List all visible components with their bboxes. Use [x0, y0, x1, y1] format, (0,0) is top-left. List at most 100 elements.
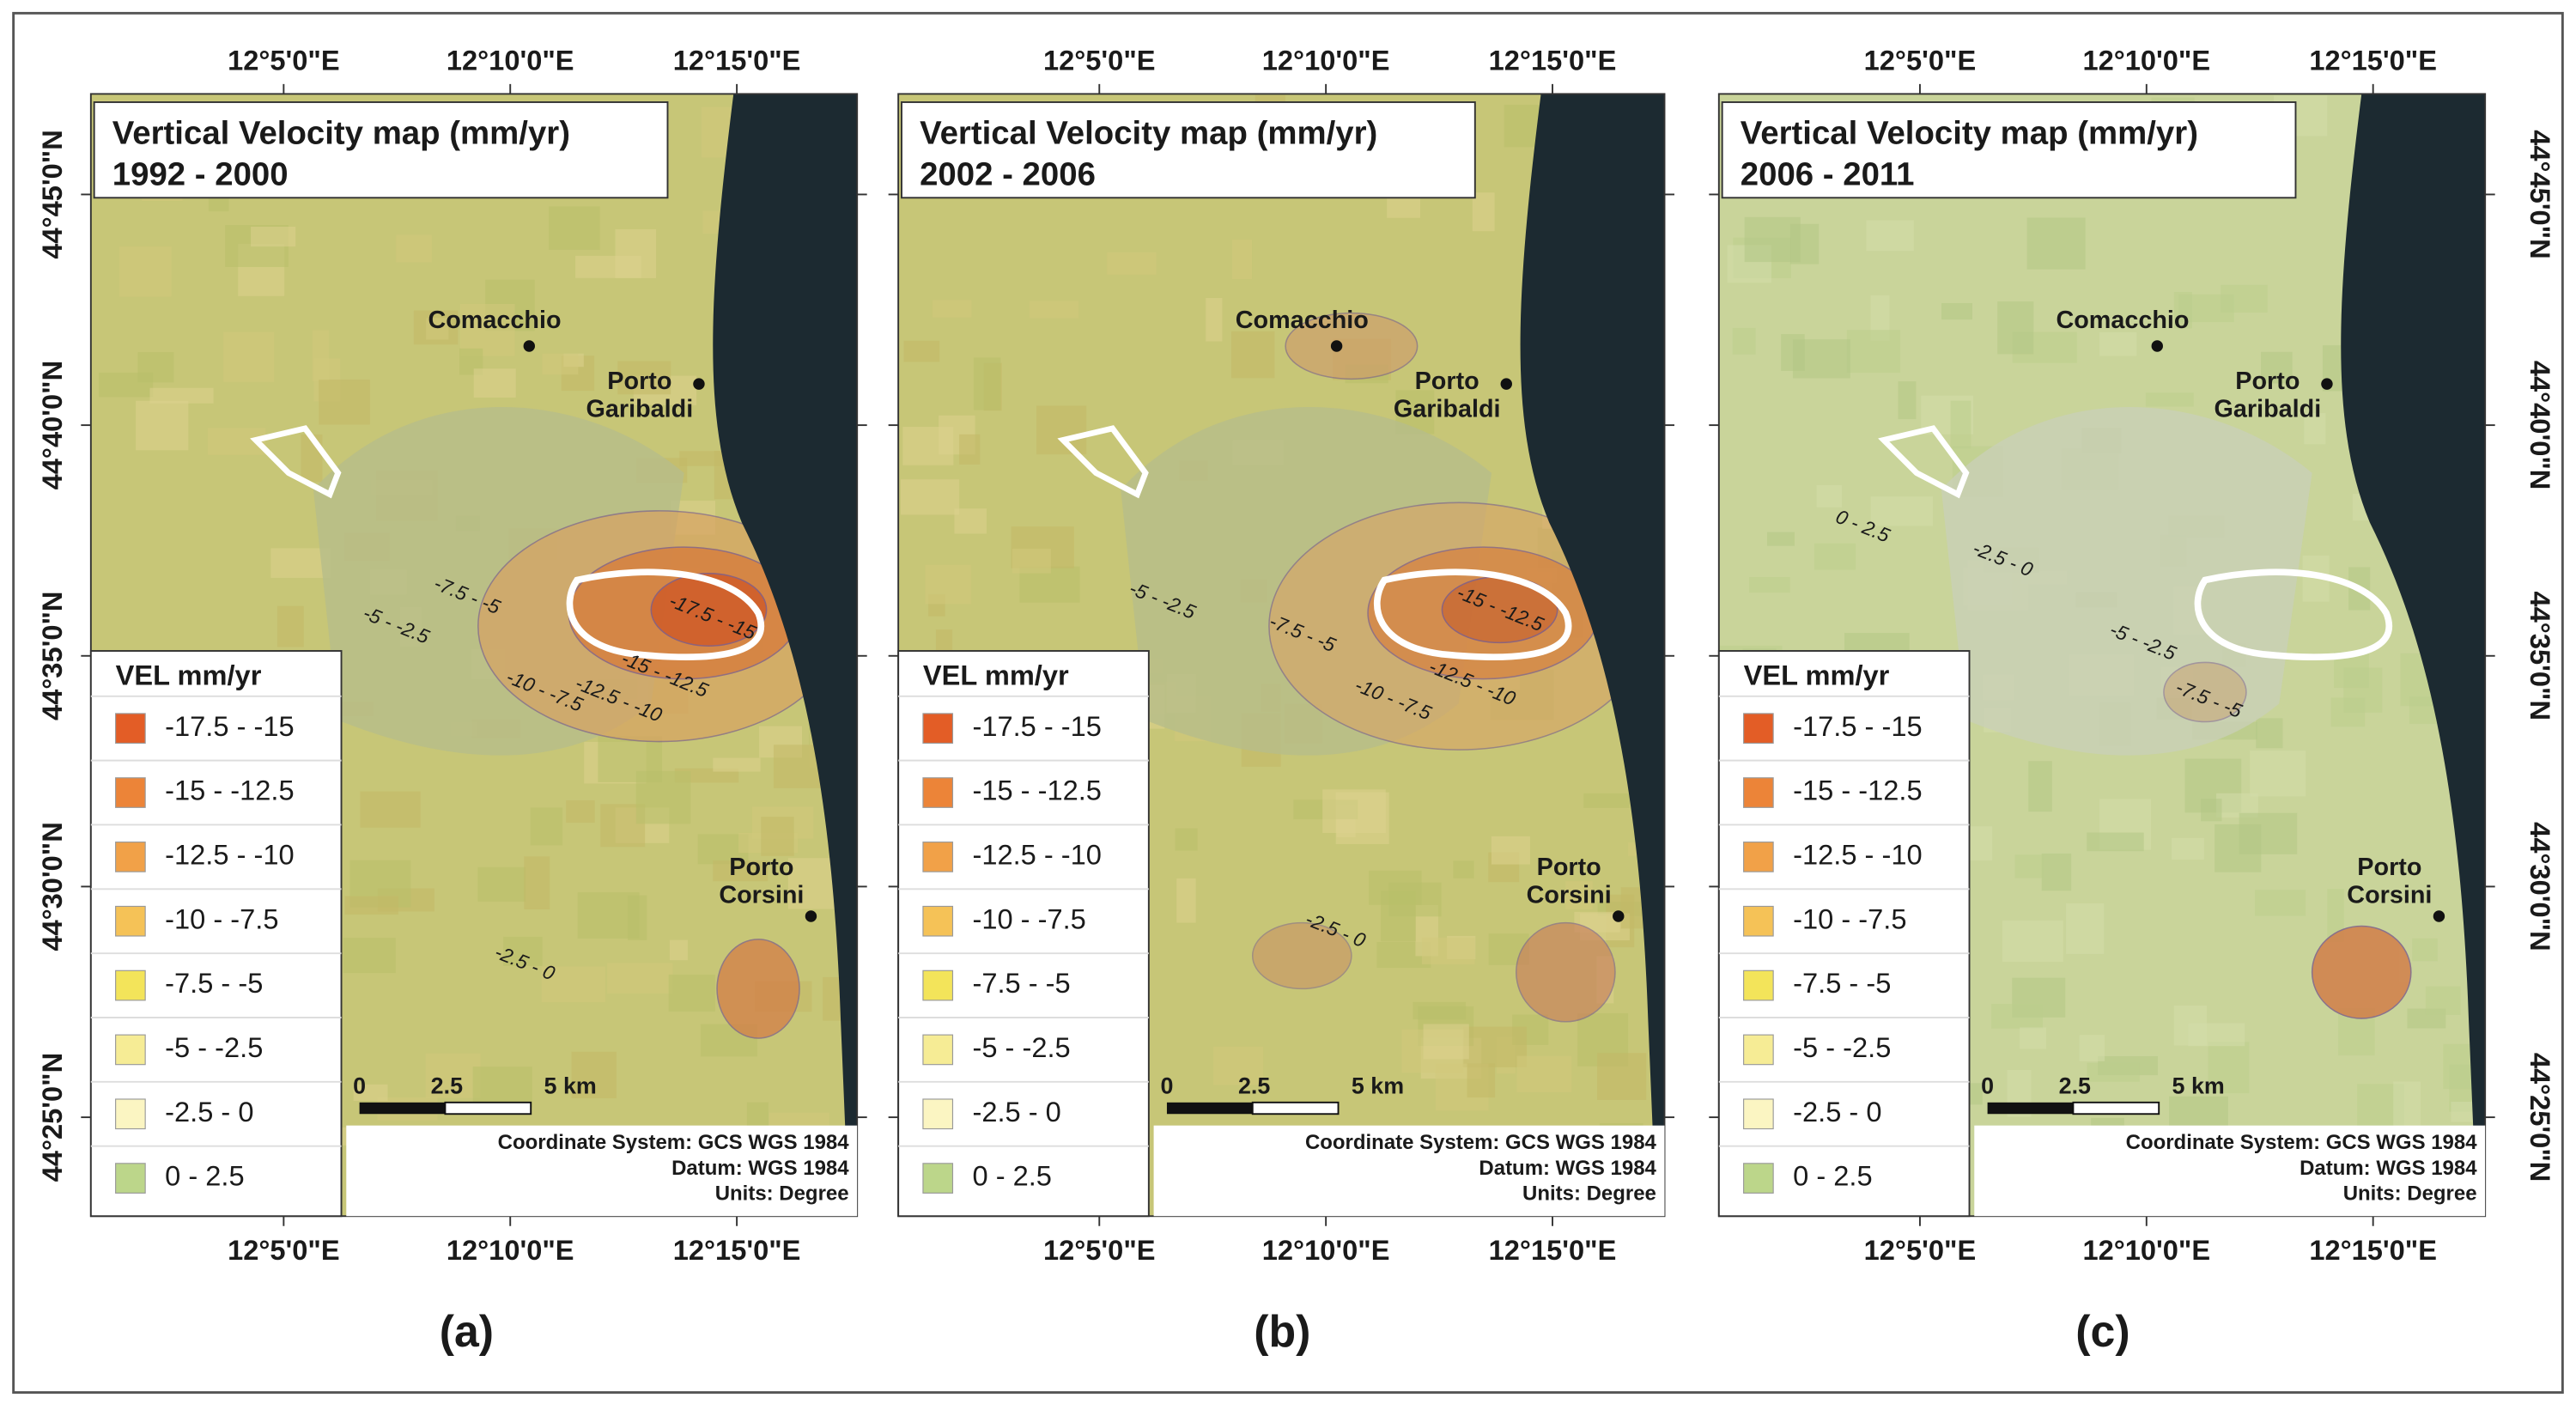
field: [2208, 1042, 2250, 1094]
legend-label: -2.5 - 0: [973, 1096, 1061, 1127]
field: [276, 605, 304, 647]
field: [2079, 1035, 2105, 1061]
place-dot: [1500, 378, 1512, 390]
legend-label: -7.5 - -5: [973, 967, 1071, 999]
legend-swatch: [922, 1098, 954, 1130]
legend-swatch: [1743, 777, 1774, 808]
field: [1036, 405, 1087, 455]
legend-swatch: [922, 777, 954, 808]
field: [959, 434, 981, 465]
legend-label: -17.5 - -15: [973, 710, 1102, 742]
field: [1816, 484, 1843, 508]
outline: [566, 568, 765, 660]
place-label: Garibaldi: [586, 395, 694, 422]
sea: [2341, 94, 2486, 1217]
field: [1176, 878, 1196, 923]
field: [932, 300, 972, 318]
field: [900, 479, 960, 515]
title-box: [93, 101, 669, 199]
panel-caption: (c): [2075, 1306, 2129, 1356]
legend-label: -12.5 - -10: [1793, 838, 1922, 870]
field: [2215, 824, 2262, 872]
scale-bar-white: [444, 1101, 532, 1115]
legend-label: -15 - -12.5: [1793, 775, 1922, 806]
field: [477, 866, 526, 902]
place-label: Porto: [2235, 368, 2300, 395]
longitude-label: 12°15'0"E: [2309, 45, 2437, 76]
legend-label: 0 - 2.5: [973, 1160, 1052, 1192]
longitude-label: 12°5'0"E: [1043, 1234, 1156, 1266]
legend-swatch: [1743, 713, 1774, 745]
scale-label: 2.5: [1238, 1073, 1270, 1099]
field: [472, 1067, 532, 1108]
map-period: 1992 - 2000: [112, 155, 289, 192]
place-label: Corsini: [2347, 882, 2432, 909]
coordinate-info: Coordinate System: GCS WGS 1984: [1305, 1131, 1657, 1154]
legend-swatch: [922, 842, 954, 872]
title-box: [1721, 101, 2297, 199]
field: [1732, 327, 1756, 355]
coordinate-info: Units: Degree: [2343, 1182, 2477, 1206]
field: [1898, 381, 1917, 420]
coordinate-info: Datum: WGS 1984: [1479, 1157, 1656, 1180]
place-label: Porto: [2357, 854, 2421, 881]
legend-swatch: [922, 905, 954, 937]
place-label: Garibaldi: [1394, 395, 1501, 422]
field: [2014, 854, 2044, 878]
scale-bar-white: [2072, 1101, 2160, 1115]
field: [669, 939, 688, 961]
field: [1781, 334, 1805, 371]
field: [2451, 1101, 2479, 1122]
outline: [1878, 425, 1970, 499]
field: [1206, 298, 1223, 342]
field: [1423, 1024, 1469, 1060]
latitude-label: 44°30'0"N: [36, 822, 68, 951]
coordinate-box: [1974, 1125, 2486, 1217]
longitude-label: 12°10'0"E: [447, 45, 574, 76]
latitude-label: 44°40'0"N: [36, 361, 68, 489]
longitude-label: 12°5'0"E: [228, 45, 340, 76]
field: [773, 745, 822, 788]
subsidence-area: [716, 939, 800, 1039]
outline: [1374, 568, 1572, 660]
map-period: 2006 - 2011: [1741, 155, 1915, 192]
field: [1767, 532, 1795, 546]
field: [2087, 1062, 2140, 1082]
place-dot: [523, 340, 536, 352]
field: [343, 938, 396, 974]
longitude-label: 12°10'0"E: [1262, 45, 1390, 76]
subsidence-area: [2163, 661, 2247, 723]
map-title: Vertical Velocity map (mm/yr): [112, 114, 570, 151]
field: [426, 318, 449, 340]
place-dot: [1330, 340, 1343, 352]
field: [1472, 192, 1495, 232]
longitude-label: 12°10'0"E: [447, 1234, 574, 1266]
field: [674, 768, 739, 783]
field: [2304, 413, 2326, 445]
legend-swatch: [922, 969, 954, 1001]
place-label: Corsini: [1527, 882, 1612, 909]
field: [2250, 751, 2306, 797]
field: [1565, 881, 1593, 909]
field: [2327, 889, 2344, 942]
scale-bar-white: [1251, 1101, 1340, 1115]
legend-swatch: [922, 713, 954, 745]
field: [668, 974, 715, 1012]
field: [635, 770, 691, 824]
field: [2201, 799, 2222, 822]
scale-label: 2.5: [2059, 1073, 2091, 1099]
outline: [1057, 425, 1149, 499]
field: [530, 807, 563, 846]
field: [396, 234, 432, 263]
field: [713, 757, 761, 772]
field: [925, 564, 971, 605]
field: [1462, 1026, 1528, 1067]
map-title: Vertical Velocity map (mm/yr): [920, 114, 1377, 151]
longitude-label: 12°5'0"E: [1864, 1234, 1977, 1266]
scale-label: 0: [1981, 1073, 1994, 1099]
field: [149, 387, 214, 404]
field: [1516, 1055, 1572, 1092]
longitude-label: 12°15'0"E: [2309, 1234, 2437, 1266]
field: [1322, 789, 1386, 833]
latitude-label: 44°40'0"N: [2524, 361, 2556, 489]
